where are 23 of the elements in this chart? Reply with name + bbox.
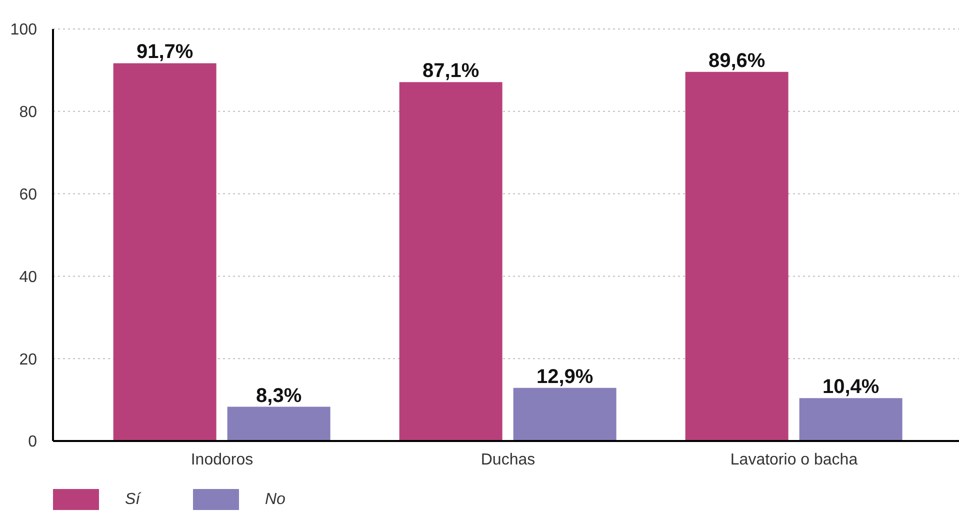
data-label: 8,3% [256, 384, 302, 407]
x-tick-label: Duchas [480, 451, 536, 468]
bar [685, 72, 788, 441]
y-tick-label: 100 [10, 22, 38, 39]
data-label: 87,1% [422, 60, 480, 82]
x-tick-label: Inodoros [190, 451, 254, 468]
bar [113, 63, 216, 441]
bar [513, 388, 616, 441]
data-label: 89,6% [708, 50, 766, 72]
bar [799, 398, 902, 441]
y-tick-label: 60 [19, 186, 38, 204]
data-label: 12,9% [536, 366, 594, 388]
data-label: 91,7% [136, 41, 194, 64]
legend-label: No [265, 490, 286, 508]
data-label: 10,4% [822, 376, 880, 398]
y-tick-label: 20 [19, 351, 38, 368]
y-tick-label: 40 [19, 268, 38, 286]
x-tick-label: Lavatorio o bacha [730, 451, 858, 468]
bar [227, 406, 330, 441]
y-tick-label: 0 [28, 434, 38, 451]
bar [399, 82, 502, 441]
y-tick-label: 80 [19, 104, 38, 122]
legend-label: Sí [125, 490, 140, 508]
